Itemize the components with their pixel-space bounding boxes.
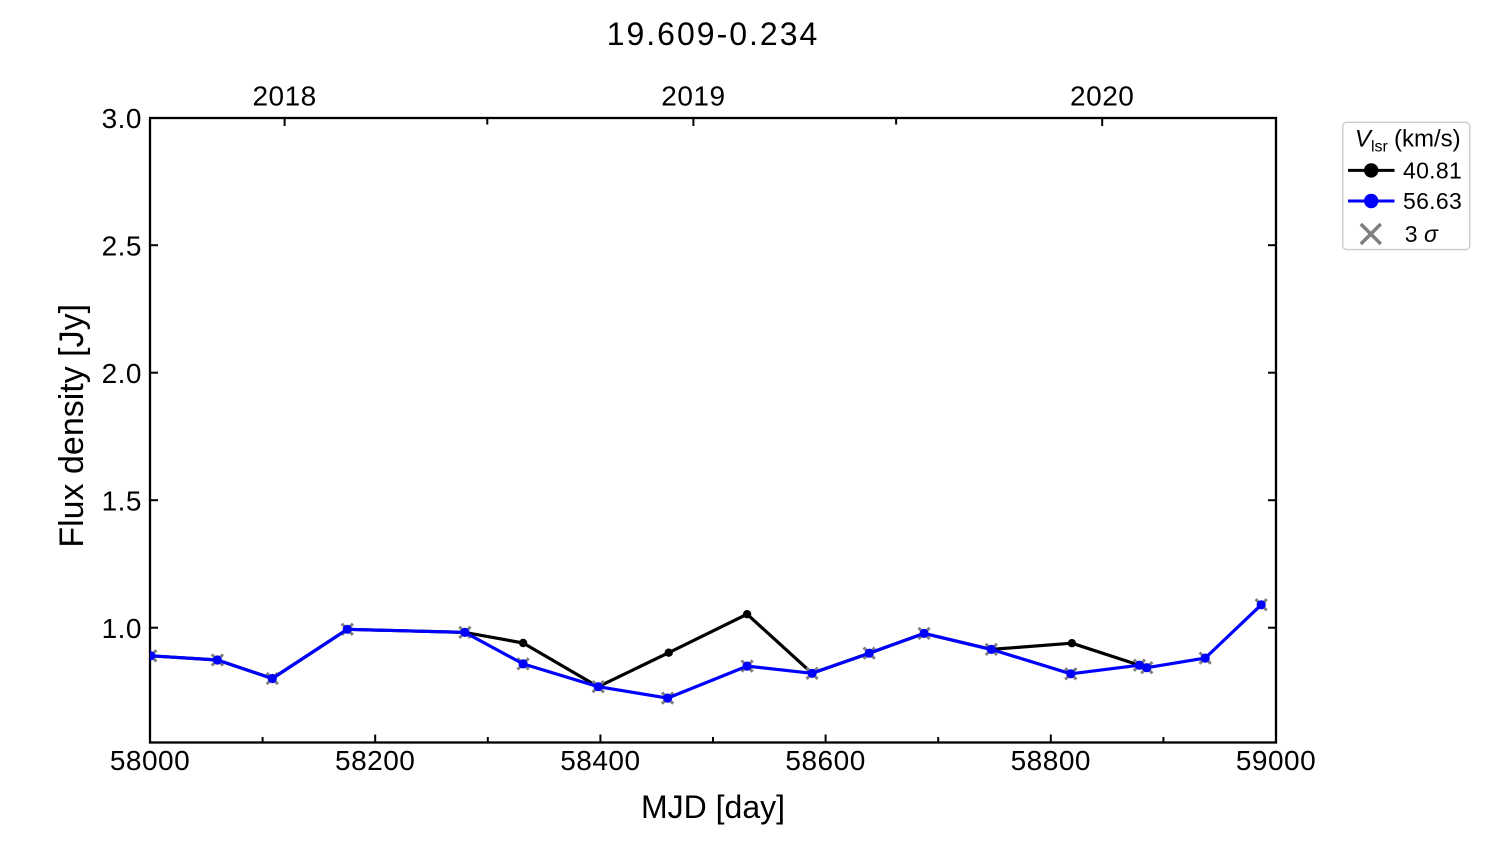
svg-text:59000: 59000 (1236, 745, 1316, 776)
svg-text:Flux density [Jy]: Flux density [Jy] (53, 304, 91, 548)
svg-text:2.5: 2.5 (102, 231, 142, 262)
svg-text:2019: 2019 (661, 80, 725, 111)
svg-text:40.81: 40.81 (1403, 157, 1462, 183)
svg-text:1.5: 1.5 (102, 486, 142, 517)
svg-text:58600: 58600 (785, 745, 865, 776)
svg-text:58200: 58200 (335, 745, 415, 776)
svg-text:3.0: 3.0 (102, 103, 142, 134)
svg-text:58000: 58000 (110, 745, 190, 776)
svg-text:19.609-0.234: 19.609-0.234 (607, 16, 820, 52)
svg-text:2018: 2018 (252, 80, 316, 111)
svg-text:2.0: 2.0 (102, 358, 142, 389)
svg-text:1.0: 1.0 (102, 613, 142, 644)
svg-text:lsr: lsr (1371, 139, 1389, 156)
svg-text:2020: 2020 (1070, 80, 1134, 111)
svg-text:58400: 58400 (560, 745, 640, 776)
svg-text:58800: 58800 (1011, 745, 1091, 776)
svg-text:V: V (1355, 126, 1373, 153)
svg-text:(km/s): (km/s) (1394, 126, 1461, 153)
svg-text:56.63: 56.63 (1403, 188, 1462, 214)
svg-text:3 σ: 3 σ (1405, 221, 1439, 247)
svg-text:MJD [day]: MJD [day] (641, 789, 785, 825)
